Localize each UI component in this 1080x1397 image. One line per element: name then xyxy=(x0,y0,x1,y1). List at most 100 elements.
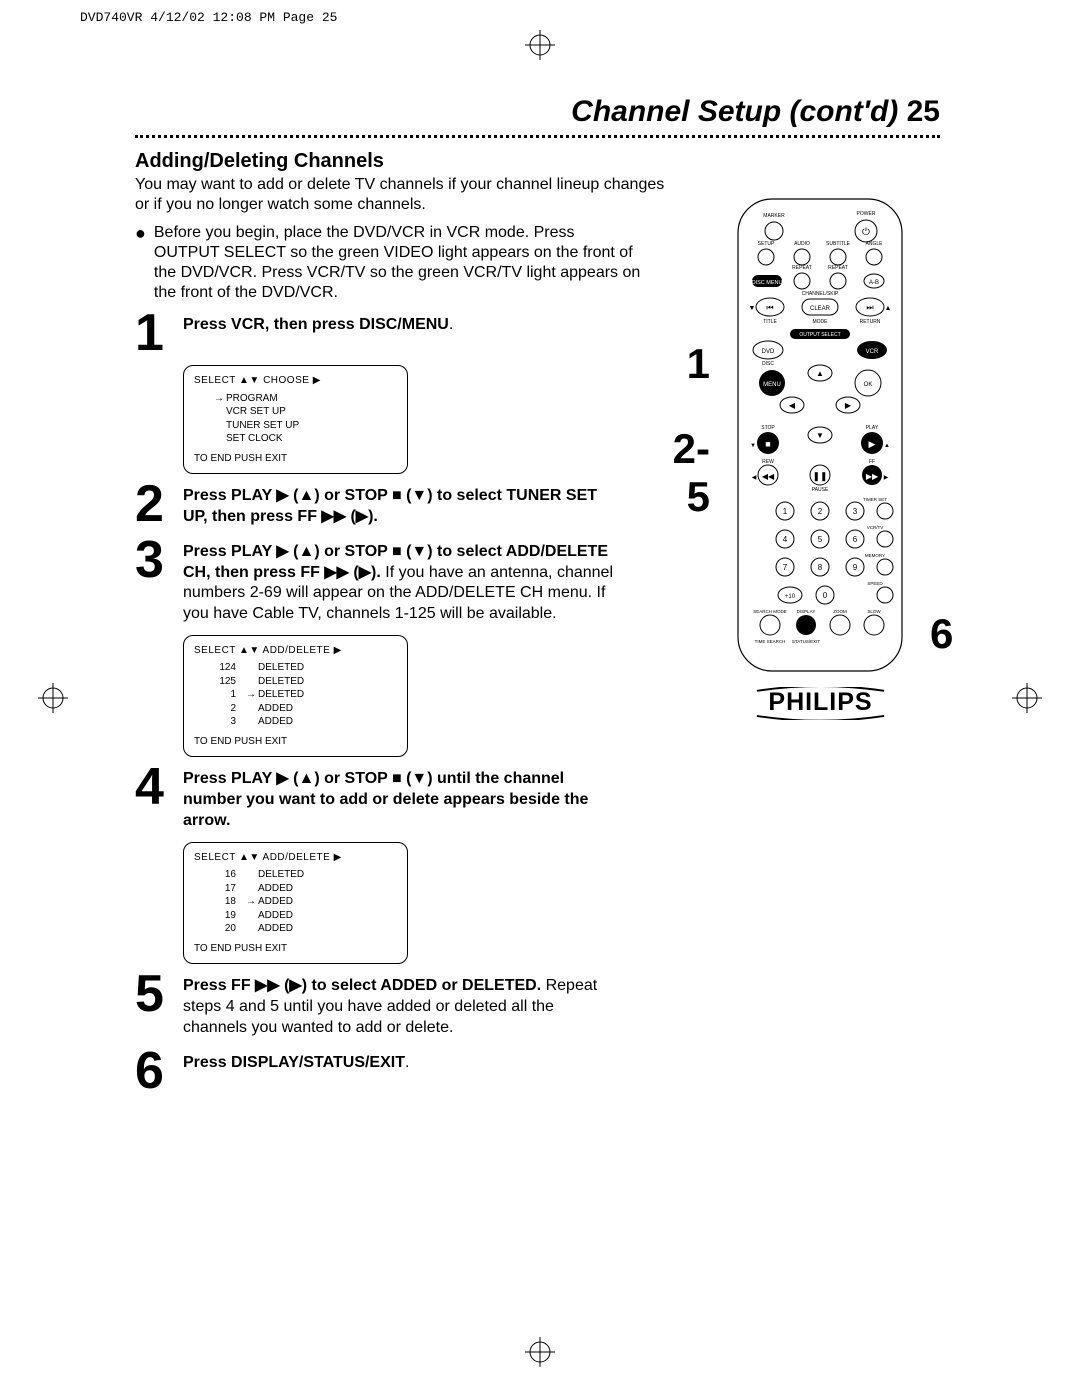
svg-text:RETURN: RETURN xyxy=(860,319,881,325)
svg-text:▼: ▼ xyxy=(816,431,824,440)
screen-header: SELECT ▲▼ ADD/DELETE ▶ xyxy=(194,644,397,658)
intro-text: You may want to add or delete TV channel… xyxy=(135,175,665,215)
screen-footer: TO END PUSH EXIT xyxy=(194,735,397,749)
crop-mark-right xyxy=(1012,683,1042,713)
svg-text:CLEAR: CLEAR xyxy=(810,306,831,312)
section-heading: Adding/Deleting Channels xyxy=(135,150,940,173)
svg-text:5: 5 xyxy=(818,535,823,544)
step-5: 5 Press FF ▶▶ (▶) to select ADDED or DEL… xyxy=(135,972,940,1038)
svg-text:▲: ▲ xyxy=(885,305,892,312)
svg-text:⏮: ⏮ xyxy=(766,303,773,312)
svg-text:9: 9 xyxy=(853,563,858,572)
step-body: Press FF ▶▶ (▶) to select ADDED or DELET… xyxy=(183,972,613,1038)
screen-footer: TO END PUSH EXIT xyxy=(194,942,397,956)
callout-1: 1 xyxy=(687,340,710,388)
svg-text:3: 3 xyxy=(853,507,858,516)
sidebar: 1 2-5 6 ⏻ MARKER POWER SETUP AUDIO SUBTI… xyxy=(700,195,940,725)
svg-text:▶▶: ▶▶ xyxy=(866,472,879,481)
step-number: 3 xyxy=(135,538,169,625)
step-bold: Press VCR, then press DISC/MENU xyxy=(183,316,449,333)
svg-text:PHILIPS: PHILIPS xyxy=(768,688,872,716)
print-header: DVD740VR 4/12/02 12:08 PM Page 25 xyxy=(80,10,337,25)
svg-text:PLAY: PLAY xyxy=(866,425,879,431)
svg-text:ANGLE: ANGLE xyxy=(866,241,884,247)
svg-text:▲: ▲ xyxy=(884,443,890,449)
onscreen-menu-1: SELECT ▲▼ CHOOSE ▶ →PROGRAM VCR SET UP T… xyxy=(183,365,408,474)
crop-mark-bottom xyxy=(525,1337,555,1367)
philips-logo: PHILIPS xyxy=(753,687,888,720)
step-number: 6 xyxy=(135,1049,169,1093)
svg-text:SLOW: SLOW xyxy=(867,609,881,614)
svg-text:▶: ▶ xyxy=(884,475,889,481)
svg-text:SUBTITLE: SUBTITLE xyxy=(826,241,851,247)
svg-text:⏻: ⏻ xyxy=(862,227,870,238)
page-number: 25 xyxy=(907,95,940,128)
svg-text:◀: ◀ xyxy=(789,401,796,410)
svg-text:MENU: MENU xyxy=(763,382,781,388)
svg-text:TIMER SET: TIMER SET xyxy=(863,497,887,502)
svg-text:+10: +10 xyxy=(785,594,796,600)
svg-text:1: 1 xyxy=(783,507,788,516)
svg-text:STATUS/EXIT: STATUS/EXIT xyxy=(792,639,821,644)
svg-text:▶: ▶ xyxy=(869,439,876,449)
svg-text:0: 0 xyxy=(823,591,828,600)
svg-text:⏭: ⏭ xyxy=(866,303,873,312)
crop-mark-left xyxy=(38,683,68,713)
step-tail: . xyxy=(405,1054,409,1071)
step-number: 4 xyxy=(135,765,169,831)
svg-text:OUTPUT SELECT: OUTPUT SELECT xyxy=(799,332,840,338)
callout-2-5: 2-5 xyxy=(673,425,710,521)
svg-text:DISC: DISC xyxy=(762,361,774,367)
svg-text:DISC MENU: DISC MENU xyxy=(752,280,783,286)
svg-text:■: ■ xyxy=(765,439,770,449)
step-6: 6 Press DISPLAY/STATUS/EXIT. xyxy=(135,1049,940,1093)
svg-text:MEMORY: MEMORY xyxy=(865,553,885,558)
svg-text:▼: ▼ xyxy=(750,443,756,449)
step-bold: Press DISPLAY/STATUS/EXIT xyxy=(183,1054,405,1071)
step-bold: Press PLAY ▶ (▲) or STOP ■ (▼) until the… xyxy=(183,770,588,829)
svg-text:REPEAT: REPEAT xyxy=(792,265,812,271)
svg-text:A-B: A-B xyxy=(869,280,879,286)
svg-text:VCR: VCR xyxy=(866,349,879,355)
svg-text:DISPLAY: DISPLAY xyxy=(797,609,816,614)
svg-text:4: 4 xyxy=(783,535,788,544)
svg-text:ZOOM: ZOOM xyxy=(833,609,847,614)
callout-6: 6 xyxy=(930,610,953,658)
svg-text:▲: ▲ xyxy=(816,369,824,378)
svg-text:❚❚: ❚❚ xyxy=(812,471,827,482)
svg-text:2: 2 xyxy=(818,507,823,516)
svg-text:SPEED: SPEED xyxy=(867,581,883,586)
step-number: 5 xyxy=(135,972,169,1038)
svg-text:REW: REW xyxy=(762,459,774,465)
svg-text:VCR/TV: VCR/TV xyxy=(867,525,884,530)
step-tail: . xyxy=(449,316,453,333)
screen-header: SELECT ▲▼ ADD/DELETE ▶ xyxy=(194,851,397,865)
step-bold: Press PLAY ▶ (▲) or STOP ■ (▼) to select… xyxy=(183,487,597,525)
step-number: 1 xyxy=(135,311,169,355)
page-content: Channel Setup (cont'd) 25 Adding/Deletin… xyxy=(135,95,940,1103)
step-body: Press PLAY ▶ (▲) or STOP ■ (▼) until the… xyxy=(183,765,613,831)
svg-text:FF: FF xyxy=(869,459,875,465)
svg-text:CHANNEL/SKIP: CHANNEL/SKIP xyxy=(802,291,839,297)
svg-text:AUDIO: AUDIO xyxy=(794,241,810,247)
step-body: Press PLAY ▶ (▲) or STOP ■ (▼) to select… xyxy=(183,538,613,625)
step-body: Press PLAY ▶ (▲) or STOP ■ (▼) to select… xyxy=(183,482,613,528)
svg-text:MODE: MODE xyxy=(813,319,829,325)
step-body: Press DISPLAY/STATUS/EXIT. xyxy=(183,1049,409,1093)
screen-header: SELECT ▲▼ CHOOSE ▶ xyxy=(194,374,397,388)
svg-text:MARKER: MARKER xyxy=(763,213,785,219)
dotted-divider xyxy=(135,135,940,138)
step-body: Press VCR, then press DISC/MENU. xyxy=(183,311,453,355)
svg-text:REPEAT: REPEAT xyxy=(828,265,848,271)
svg-text:DVD: DVD xyxy=(762,349,775,355)
crop-mark-top xyxy=(525,30,555,60)
onscreen-menu-3: SELECT ▲▼ ADD/DELETE ▶ 16DELETED 17ADDED… xyxy=(183,842,408,965)
svg-text:6: 6 xyxy=(853,535,858,544)
svg-text:TIME SEARCH: TIME SEARCH xyxy=(755,639,786,644)
onscreen-menu-2: SELECT ▲▼ ADD/DELETE ▶ 124DELETED 125DEL… xyxy=(183,635,408,758)
svg-text:SEARCH MODE: SEARCH MODE xyxy=(753,609,787,614)
svg-text:8: 8 xyxy=(818,563,823,572)
svg-text:POWER: POWER xyxy=(857,211,876,217)
page-title: Channel Setup (cont'd) 25 xyxy=(135,95,940,129)
bullet-text: Before you begin, place the DVD/VCR in V… xyxy=(154,223,644,303)
